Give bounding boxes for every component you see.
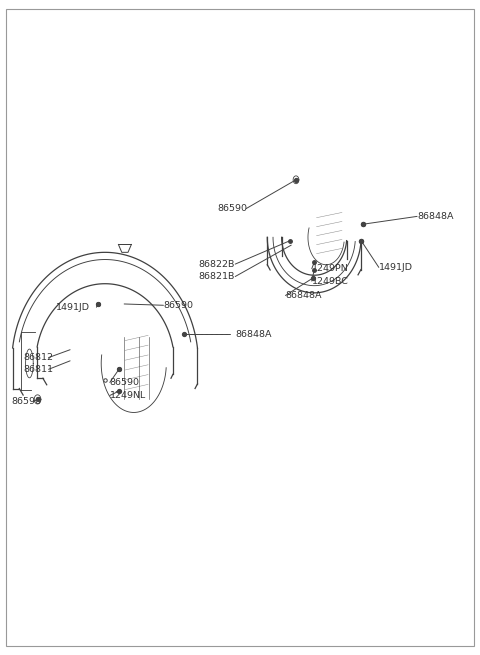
Text: 1249NL: 1249NL (110, 391, 146, 400)
Text: 1249BC: 1249BC (312, 276, 348, 286)
Text: 86590: 86590 (110, 378, 140, 387)
Text: 86812: 86812 (24, 353, 54, 362)
Text: 86848A: 86848A (417, 212, 454, 221)
Text: 86811: 86811 (24, 365, 54, 374)
Text: 86590: 86590 (11, 397, 41, 406)
Text: 86848A: 86848A (286, 291, 322, 300)
Text: 1491JD: 1491JD (56, 303, 90, 312)
Text: 1249PN: 1249PN (312, 264, 348, 273)
Text: 86590: 86590 (163, 301, 193, 310)
Text: 86848A: 86848A (235, 329, 272, 339)
Text: 86822B: 86822B (199, 259, 235, 269)
Text: 86590: 86590 (217, 204, 247, 213)
Text: 86821B: 86821B (199, 272, 235, 281)
Text: 1491JD: 1491JD (379, 263, 413, 272)
